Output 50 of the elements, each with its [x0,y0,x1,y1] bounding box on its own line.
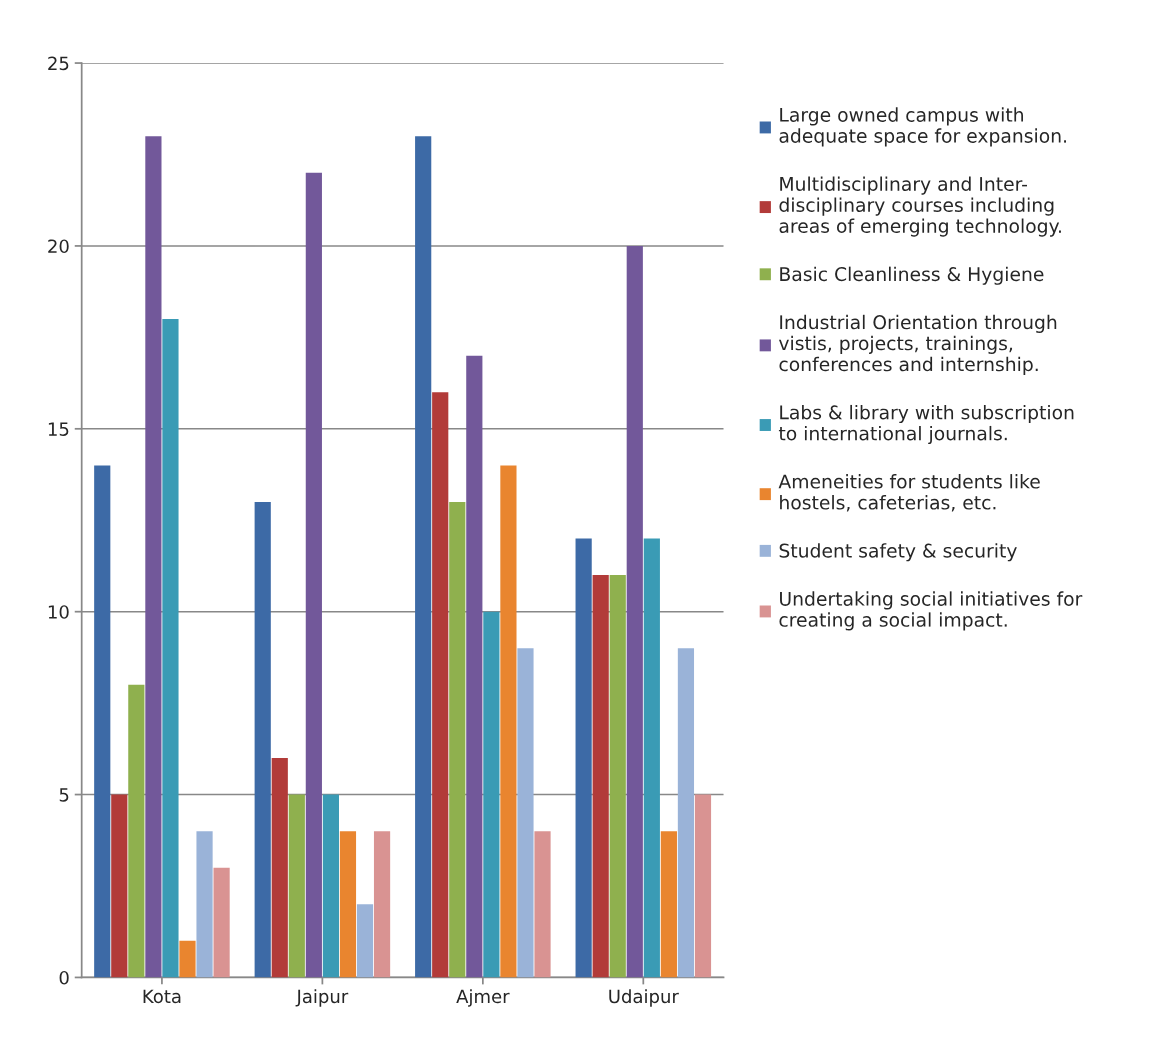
bar [128,684,145,978]
bar [373,831,391,978]
bar [483,611,500,978]
bar [592,575,609,978]
bar [145,136,162,978]
bar [356,904,374,978]
bar [339,831,357,978]
bar [517,648,534,978]
legend-label: Undertaking social initiatives for creating a social impact. [779,591,1083,631]
bar [534,831,551,978]
bar [626,245,643,978]
bar [575,538,592,978]
y-tick-label: 20 [48,239,69,254]
legend-label: Ameneities for students like hostels, cafeterias, etc. [778,474,1040,512]
y-tick-label: 0 [59,970,69,985]
y-tick-label: 25 [48,56,69,71]
y-tick-label: 10 [48,605,69,619]
y-tick-label: 5 [59,788,69,802]
bar [305,172,322,978]
legend-label: Student safety & security [779,543,1017,562]
bar [677,648,695,978]
x-tick-label: Ajmer [456,989,510,1007]
x-tick-label: Udaipur [609,989,679,1007]
legend-label: Basic Cleanliness & Hygiene [780,266,1044,285]
bar [288,794,305,978]
legend-label: Labs & library with subscription to international journals. [778,404,1074,445]
bar [162,319,179,978]
legend-label: Multidisciplinary and Inter- disciplinary courses including areas of emerging technology. [779,176,1061,237]
bar [322,794,340,978]
bar [179,940,196,978]
bar [660,831,677,978]
bar [196,831,213,978]
legend-label: Industrial Orientation through vistis, projects, trainings, conferences and internship. [778,314,1057,375]
bar [643,538,660,978]
bar [111,794,128,978]
bar [213,867,230,978]
bar [609,575,626,978]
bar [694,794,712,978]
bar [271,757,288,978]
x-tick-label: Jaipur [295,989,349,1007]
x-tick-label: Kota [143,989,181,1004]
bar [254,501,271,978]
y-tick-label: 15 [48,422,69,436]
bar [466,355,483,978]
bar [449,501,466,978]
bar [432,392,449,978]
bar [415,136,432,978]
bar [500,465,517,978]
legend-label: Large owned campus with adequate space for expansion. [779,107,1067,147]
bar [94,465,111,978]
